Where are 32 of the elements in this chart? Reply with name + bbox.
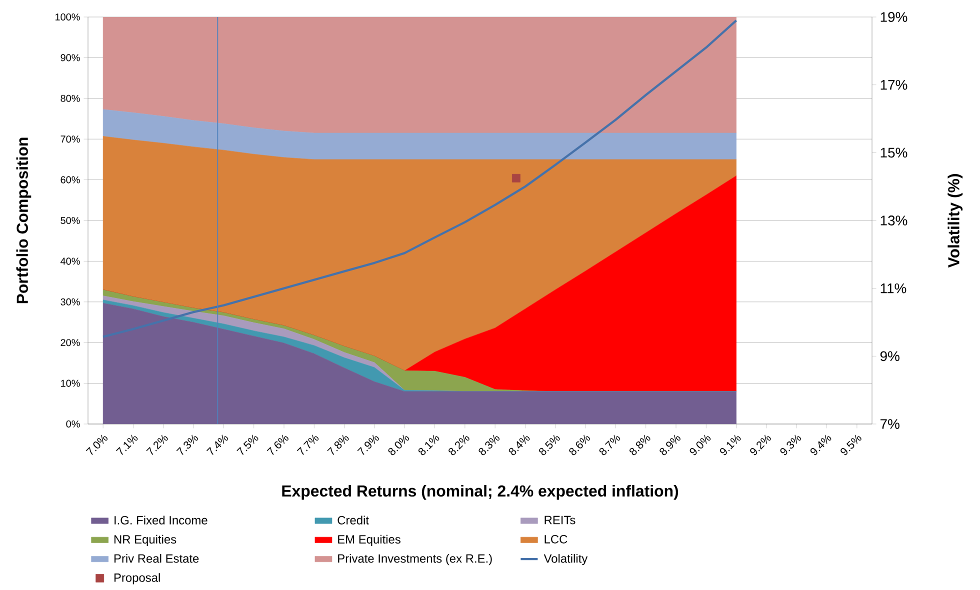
y-axis-title: Portfolio Composition — [16, 138, 32, 304]
legend-label: REITs — [544, 516, 576, 524]
y2-axis-title: Volatility (%) — [948, 174, 963, 268]
y2-tick-label: 19% — [880, 12, 908, 22]
legend-label: EM Equities — [338, 534, 400, 546]
y-tick-label: 10% — [61, 380, 80, 387]
legend-label: LCC — [544, 534, 568, 544]
y-tick-label: 0% — [66, 420, 80, 428]
y-tick-label: 50% — [60, 216, 80, 224]
legend-label: Priv Real Estate — [114, 554, 199, 563]
y-tick-label: 40% — [60, 258, 80, 265]
y2-tick-label: 15% — [880, 148, 908, 158]
y-tick-label: 90% — [60, 54, 80, 62]
y2-tick-label: 9% — [880, 351, 900, 362]
y-tick-label: 70% — [60, 136, 80, 143]
y2-tick-label: 17% — [880, 80, 908, 90]
legend-label: Private Investments (ex R.E.) — [338, 554, 492, 566]
y2-tick-label: 13% — [880, 216, 908, 226]
legend-label: I.G. Fixed Income — [114, 516, 208, 524]
y-tick-label: 80% — [60, 94, 80, 102]
y-tick-label: 100% — [56, 13, 80, 21]
y-tick-label: 20% — [60, 339, 80, 346]
x-axis-title: Expected Returns (nominal; 2.4% expected inflation) — [282, 484, 678, 500]
y2-tick-label: 11% — [880, 283, 906, 294]
y2-tick-label: 7% — [880, 419, 900, 429]
legend-label: NR Equities — [114, 534, 176, 546]
y-tick-label: 60% — [60, 176, 80, 184]
legend-label: Credit — [338, 516, 369, 524]
line-series — [102, 19, 738, 338]
legend-label: Proposal — [114, 573, 160, 584]
legend-label: Volatility — [544, 554, 588, 566]
y-tick-label: 30% — [60, 298, 80, 306]
